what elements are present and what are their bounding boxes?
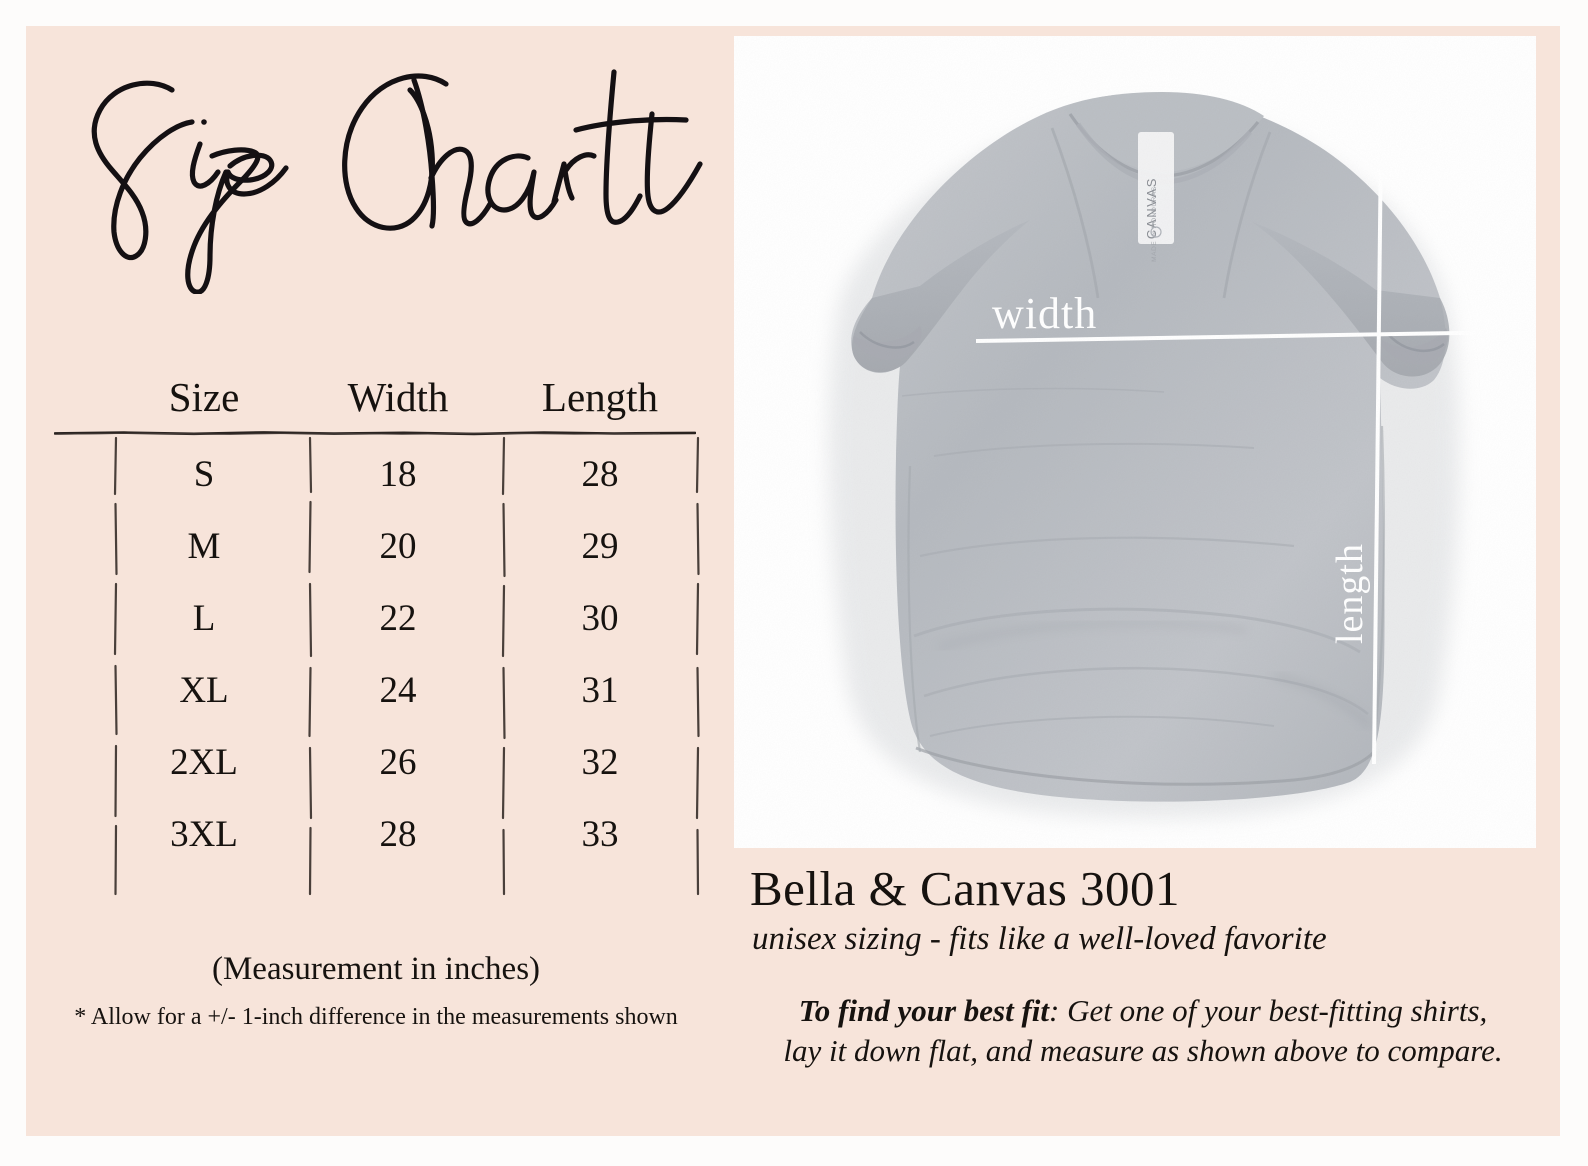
cell-size: XL [179, 669, 229, 711]
cell-length: 30 [581, 597, 619, 639]
fit-heading: To find your best fit [798, 993, 1050, 1028]
fit-text-line1: : Get one of your best-fitting shirts, [1049, 993, 1488, 1028]
table-row: S 18 28 [46, 438, 706, 510]
table-row: 2XL 26 32 [46, 726, 706, 798]
column-header-width: Width [347, 374, 449, 420]
tolerance-note: * Allow for a +/- 1-inch difference in t… [74, 1004, 678, 1030]
measurement-unit-note: (Measurement in inches) [211, 951, 541, 987]
cell-length: 31 [581, 669, 619, 711]
table-header-row: Size Width Length [46, 356, 706, 418]
left-column: Size Width Length [26, 26, 726, 1136]
cell-width: 20 [379, 525, 417, 567]
fit-text-line2: lay it down flat, and measure as shown a… [783, 1032, 1503, 1068]
right-column: CANVAS MADE IN HONDURAS [726, 26, 1560, 1136]
product-name: Bella & Canvas 3001 [750, 861, 1181, 916]
cell-width: 18 [379, 453, 417, 495]
column-header-size: Size [168, 374, 240, 420]
cell-size: M [187, 525, 221, 567]
table-row: XL 24 31 [46, 654, 706, 726]
cell-length: 33 [581, 813, 619, 855]
cell-width: 28 [379, 813, 417, 855]
cell-size: L [192, 597, 216, 639]
cell-size: S [193, 453, 215, 495]
cell-length: 32 [581, 741, 619, 783]
header-divider [54, 430, 696, 436]
pink-panel: Size Width Length [26, 26, 1560, 1136]
cell-length: 28 [581, 453, 619, 495]
tshirt-photo: CANVAS MADE IN HONDURAS [734, 36, 1536, 848]
cell-width: 24 [379, 669, 417, 711]
table-body: S 18 28 M 20 29 L 22 30 [46, 434, 706, 896]
column-header-length: Length [541, 374, 659, 420]
table-row: L 22 30 [46, 582, 706, 654]
cell-size: 3XL [170, 813, 238, 855]
size-table: Size Width Length [46, 356, 706, 896]
cell-width: 22 [379, 597, 417, 639]
fit-instructions: To find your best fit: Get one of your b… [730, 991, 1556, 1070]
cell-length: 29 [581, 525, 619, 567]
page-title [54, 54, 714, 294]
cell-size: 2XL [170, 741, 238, 783]
table-row: M 20 29 [46, 510, 706, 582]
cell-width: 26 [379, 741, 417, 783]
product-tagline: unisex sizing - fits like a well-loved f… [752, 921, 1327, 957]
table-row: 3XL 28 33 [46, 798, 706, 870]
